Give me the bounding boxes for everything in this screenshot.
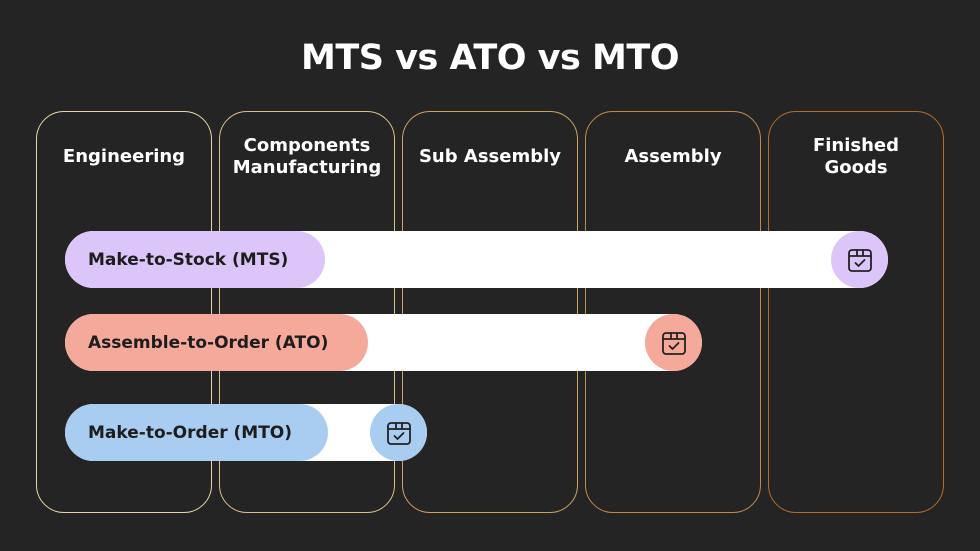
stage-label: Components bbox=[243, 135, 371, 156]
stage-column: Sub Assembly bbox=[402, 111, 578, 513]
box-icon bbox=[370, 404, 427, 461]
stage-column: Components Manufacturing bbox=[219, 111, 395, 513]
title: MTS vs ATO vs MTO bbox=[301, 38, 679, 78]
strategy-bar: Make-to-Order (MTO) bbox=[65, 404, 427, 461]
stage-column: Engineering bbox=[36, 111, 212, 513]
strategy-label: Make-to-Order (MTO) bbox=[65, 404, 328, 461]
stage-header: Sub Assembly bbox=[403, 134, 577, 180]
stage-header: Assembly bbox=[586, 134, 760, 180]
strategy-label: Make-to-Stock (MTS) bbox=[65, 231, 325, 288]
stage-header: Engineering bbox=[37, 134, 211, 180]
stage-label: Engineering bbox=[62, 146, 186, 167]
strategy-bar: Assemble-to-Order (ATO) bbox=[65, 314, 702, 371]
strategy-label: Assemble-to-Order (ATO) bbox=[65, 314, 368, 371]
strategy-bar: Make-to-Stock (MTS) bbox=[65, 231, 888, 288]
box-icon bbox=[645, 314, 702, 371]
stage-label: Manufacturing bbox=[232, 157, 382, 178]
stage-label: Finished bbox=[812, 135, 900, 156]
stage-header: Components Manufacturing bbox=[220, 134, 394, 180]
stage-header: Finished Goods bbox=[769, 134, 943, 180]
stage-label: Sub Assembly bbox=[418, 146, 562, 167]
stage-column: Finished Goods bbox=[768, 111, 944, 513]
box-icon bbox=[831, 231, 888, 288]
stage-label: Goods bbox=[824, 157, 888, 178]
stage-column: Assembly bbox=[585, 111, 761, 513]
stage-label: Assembly bbox=[624, 146, 722, 167]
